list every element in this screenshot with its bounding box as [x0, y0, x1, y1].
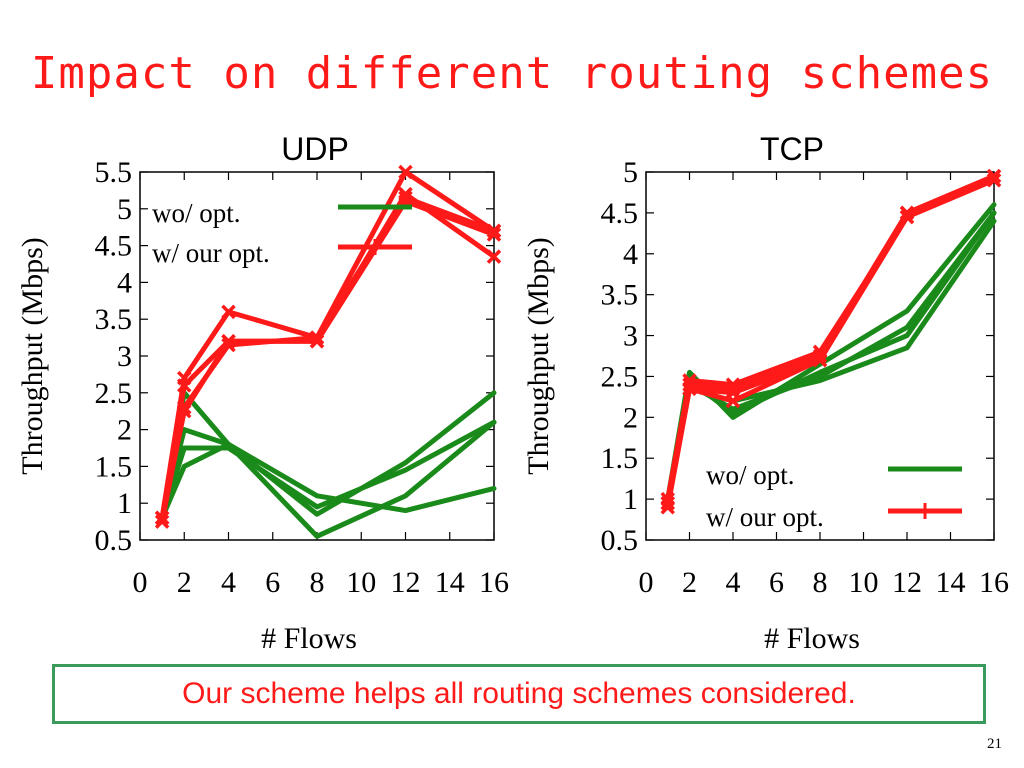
data-point-marker	[682, 381, 697, 396]
data-point-marker	[309, 334, 325, 349]
legend-entry-with-opt: w/ our opt.	[152, 238, 270, 268]
y-tick-label: 1.5	[95, 450, 133, 483]
x-tick-label: 10	[849, 566, 879, 599]
x-tick-label: 4	[221, 566, 236, 599]
data-point-marker	[177, 378, 192, 393]
x-axis-label: # Flows	[261, 622, 357, 655]
x-axis-label: # Flows	[764, 622, 860, 655]
data-point-marker	[660, 500, 675, 515]
x-tick-label: 16	[979, 566, 1009, 599]
data-point-marker	[177, 403, 192, 419]
y-tick-label: 2	[623, 401, 638, 434]
x-tick-label: 6	[769, 566, 784, 599]
y-tick-label: 5.5	[95, 156, 133, 189]
series-with-opt-line-7	[159, 198, 497, 521]
y-tick-label: 0.5	[601, 524, 639, 557]
legend-entry-without-opt: wo/ opt.	[152, 198, 241, 228]
series-without-opt-line-1	[159, 419, 497, 539]
x-tick-label: 2	[177, 566, 192, 599]
x-tick-label: 8	[310, 566, 325, 599]
y-tick-label: 1.5	[601, 442, 639, 475]
callout-text: Our scheme helps all routing schemes con…	[182, 677, 856, 710]
data-point-marker	[221, 334, 236, 349]
y-tick-label: 0.5	[95, 524, 133, 557]
x-tick-label: 14	[936, 566, 966, 599]
series-without-opt-line-3	[159, 419, 497, 521]
legend-entry-with-opt: w/ our opt.	[706, 502, 824, 532]
y-tick-label: 3.5	[95, 303, 133, 336]
y-tick-label: 3	[623, 320, 638, 353]
data-point-marker	[221, 304, 236, 320]
x-tick-label: 4	[726, 566, 741, 599]
y-tick-label: 3.5	[601, 279, 639, 312]
x-tick-label: 8	[813, 566, 828, 599]
x-tick-label: 14	[435, 566, 465, 599]
y-tick-label: 4.5	[601, 197, 639, 230]
x-tick-label: 0	[639, 566, 654, 599]
data-point-marker	[486, 249, 502, 264]
data-point-marker	[154, 510, 170, 526]
y-tick-label: 4	[117, 266, 132, 299]
callout-box: Our scheme helps all routing schemes con…	[52, 664, 986, 724]
data-point-marker	[986, 168, 1002, 184]
data-point-marker	[812, 352, 828, 368]
series-without-opt-line-0	[665, 202, 997, 502]
y-tick-label: 1	[117, 487, 132, 520]
data-point-marker	[660, 495, 675, 511]
series-with-opt-line-7	[665, 173, 997, 506]
series-without-opt-line-2	[159, 441, 497, 521]
x-tick-label: 6	[265, 566, 280, 599]
x-tick-label: 12	[391, 566, 421, 599]
y-axis-label: Throughput (Mbps)	[16, 237, 49, 474]
subplot-title: UDP	[281, 131, 349, 167]
x-tick-label: 0	[133, 566, 148, 599]
y-tick-label: 2.5	[601, 360, 639, 393]
y-tick-label: 4.5	[95, 230, 133, 263]
legend-entry-without-opt: wo/ opt.	[706, 460, 795, 490]
subplot-title: TCP	[760, 131, 824, 167]
y-axis-label: Throughput (Mbps)	[522, 237, 555, 474]
data-point-marker	[398, 164, 413, 180]
data-point-marker	[899, 205, 915, 221]
x-tick-label: 16	[479, 566, 509, 599]
y-tick-label: 1	[623, 483, 638, 516]
y-tick-label: 3	[117, 340, 132, 373]
data-point-marker	[154, 514, 170, 529]
x-tick-label: 2	[682, 566, 697, 599]
y-tick-label: 2.5	[95, 377, 133, 410]
data-point-marker	[725, 385, 741, 401]
data-point-marker	[486, 227, 502, 242]
y-tick-label: 2	[117, 414, 132, 447]
slide-title: Impact on different routing schemes	[30, 48, 994, 99]
x-tick-label: 10	[346, 566, 376, 599]
x-tick-label: 12	[892, 566, 922, 599]
y-tick-label: 4	[623, 238, 638, 271]
page-number: 21	[987, 736, 1002, 752]
y-tick-label: 5	[117, 193, 132, 226]
y-tick-label: 5	[623, 156, 638, 189]
